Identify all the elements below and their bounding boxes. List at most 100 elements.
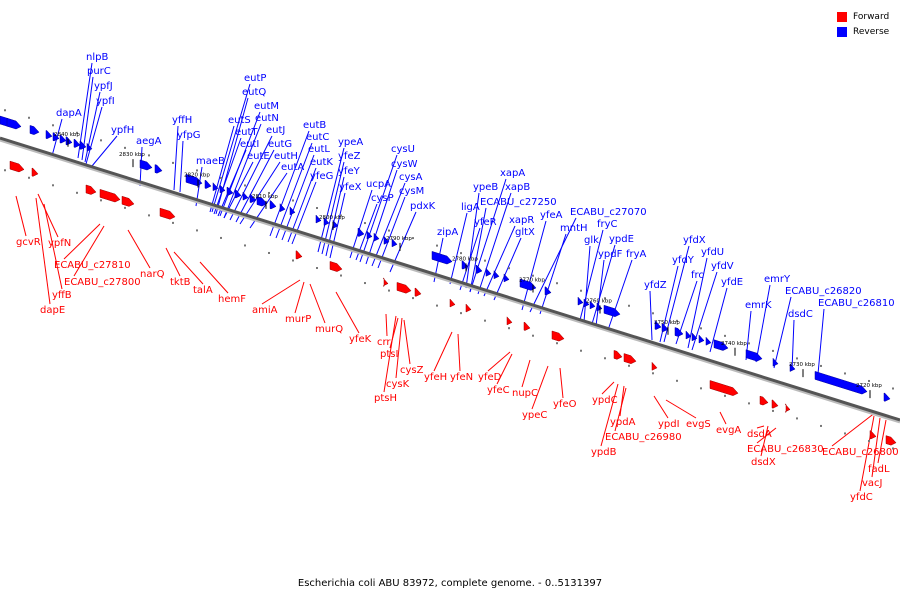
forward-gene-label: murQ [315, 324, 343, 335]
track-dot [292, 259, 294, 262]
forward-leader [403, 319, 411, 365]
forward-gene-label: evgA [716, 425, 741, 436]
reverse-gene-arrow [59, 134, 67, 144]
legend-reverse-label: Reverse [853, 26, 890, 37]
reverse-leader [691, 271, 718, 351]
reverse-gene-arrow [79, 140, 87, 150]
reverse-gene-label: ucpA [366, 179, 391, 190]
track-dot [484, 319, 486, 322]
reverse-gene-arrow [366, 230, 373, 240]
forward-gene-label: talA [193, 285, 213, 296]
forward-leader [521, 359, 531, 388]
reverse-gene-arrow [654, 320, 662, 330]
forward-gene-label: ECABU_c26980 [605, 432, 682, 443]
track-dot [4, 109, 6, 112]
reverse-gene-label: maeB [196, 156, 225, 167]
reverse-gene-arrow [73, 138, 81, 148]
track-dot [724, 334, 726, 337]
reverse-leader [359, 154, 398, 263]
reverse-gene-label: eutK [310, 157, 333, 168]
track-dot [532, 334, 534, 337]
track-dot [292, 199, 294, 202]
reverse-leader [591, 244, 616, 325]
track-dot [244, 184, 246, 187]
reverse-gene-label: mntH [560, 223, 588, 234]
reverse-leader [449, 212, 468, 285]
reverse-gene-arrow [256, 196, 268, 207]
reverse-gene-arrow [485, 267, 492, 277]
reverse-gene-label: eutH [274, 151, 298, 162]
reverse-gene-label: ECABU_c27070 [570, 207, 647, 218]
reverse-gene-label: xapB [505, 182, 530, 193]
reverse-gene-label: eutN [255, 113, 279, 124]
reverse-gene-label: eutL [308, 144, 330, 155]
reverse-gene-label: eutC [306, 132, 329, 143]
reverse-leader [371, 182, 406, 267]
reverse-gene-label: yfeR [474, 217, 497, 228]
reverse-gene-arrow [883, 392, 891, 402]
reverse-gene-label: yfeG [310, 171, 333, 182]
forward-gene-label: yffB [52, 290, 72, 301]
track-dot [52, 124, 54, 127]
forward-gene-label: ypdA [610, 417, 636, 428]
track-dot [604, 297, 606, 300]
reverse-gene-label: yfeZ [338, 151, 361, 162]
reverse-gene-arrow [6, 117, 22, 130]
track-dot [244, 244, 246, 247]
axis-ticks: 2840 kbp 2830 kbp 2820 kbp 2810 kbp 2800 kbp… [54, 132, 882, 399]
reverse-gene-label: eutM [254, 101, 279, 112]
tick-label: 2750 kbp [654, 320, 680, 326]
reverse-leader [269, 130, 310, 237]
reverse-leader [281, 154, 315, 241]
track-dot [604, 357, 606, 360]
reverse-gene-label: fryC [597, 219, 618, 230]
reverse-gene-label: ypdE [609, 234, 634, 245]
forward-leader [309, 283, 326, 324]
forward-gene-label: murP [285, 314, 311, 325]
forward-gene-arrow [771, 399, 779, 409]
forward-gene-label: yfdC [850, 492, 873, 503]
reverse-leader [275, 142, 313, 239]
tick-label: 2790 kbp [386, 236, 412, 242]
reverse-swatch [837, 26, 847, 37]
track-dot [508, 327, 510, 330]
reverse-gene-arrow [503, 273, 510, 283]
forward-gene-arrow [506, 316, 513, 326]
forward-gene-label: amiA [252, 305, 278, 316]
reverse-gene-label: yfpG [177, 130, 201, 141]
forward-gene-arrow [613, 350, 623, 360]
forward-gene-label: ypfN [48, 238, 71, 249]
reverse-gene-label: yfdX [683, 235, 706, 246]
reverse-leader [469, 207, 487, 293]
forward-gene-label: yfeC [487, 385, 510, 396]
reverse-gene-label: gltX [515, 227, 535, 238]
track-dot [772, 409, 774, 412]
track-dot [148, 214, 150, 217]
track-dot [436, 304, 438, 307]
track-dot [412, 237, 414, 240]
reverse-gene-label: eutB [303, 120, 326, 131]
forward-gene-label: dsdA [747, 429, 772, 440]
forward-gene-arrow [159, 207, 176, 220]
track-dot [436, 244, 438, 247]
reverse-gene-label: cysU [391, 144, 415, 155]
track-dot [700, 327, 702, 330]
reverse-gene-arrow [383, 235, 390, 245]
track-dot [460, 312, 462, 315]
tick-label: 2800 kbp [319, 215, 345, 221]
reverse-gene-label: eutQ [242, 87, 266, 98]
reverse-gene-label: glk [584, 235, 599, 246]
forward-gene-label: ECABU_c26800 [822, 447, 899, 458]
forward-leader [665, 399, 697, 419]
reverse-leader [773, 296, 792, 369]
forward-leader [383, 315, 397, 393]
track-dot [484, 259, 486, 262]
forward-gene-label: ptsH [374, 393, 397, 404]
reverse-gene-arrow [45, 130, 53, 139]
forward-leader [496, 353, 513, 385]
forward-gene-label: dapE [40, 305, 65, 316]
forward-gene-label: crr [377, 337, 391, 348]
reverse-gene-label: ypfI [96, 96, 115, 107]
forward-gene-label: ECABU_c27810 [54, 260, 131, 271]
track-dot [844, 432, 846, 435]
